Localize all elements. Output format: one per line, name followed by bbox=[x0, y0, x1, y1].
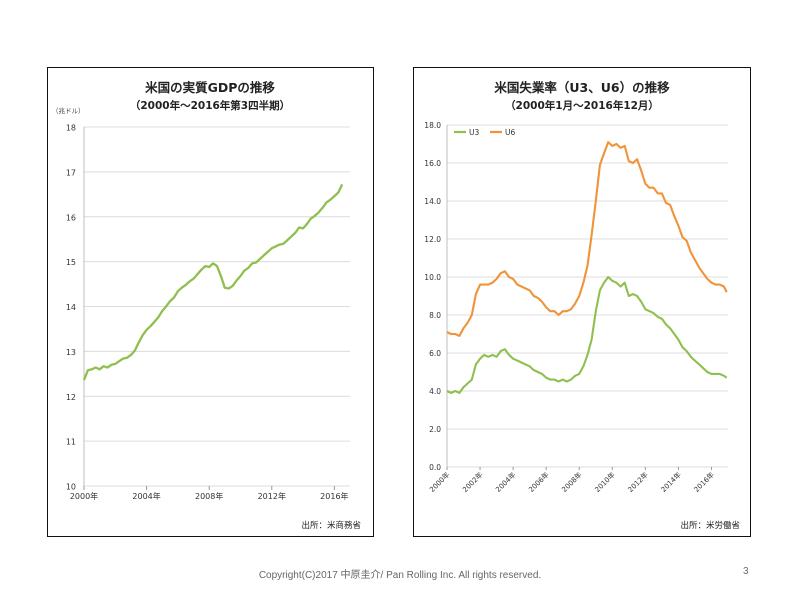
y-tick-label: 16.0 bbox=[424, 159, 441, 168]
x-tick-label: 2008年 bbox=[560, 470, 584, 494]
x-tick-label: 2004年 bbox=[494, 470, 518, 494]
x-tick-label: 2004年 bbox=[132, 491, 160, 501]
y-tick-label: 10.0 bbox=[424, 273, 441, 282]
x-tick-label: 2014年 bbox=[659, 470, 683, 494]
series-line-u3 bbox=[446, 275, 728, 394]
x-tick-label: 2000年 bbox=[70, 491, 98, 501]
gdp-series-line bbox=[82, 183, 344, 381]
unemployment-chart-panel: 米国失業率（U3、U6）の推移 （2000年1月～2016年12月） 0.0 2.0 4… bbox=[413, 67, 751, 537]
y-tick-label: 14 bbox=[66, 303, 76, 312]
chart-subtitle: （2000年～2016年第3四半期） bbox=[130, 99, 290, 112]
x-tick-label: 2006年 bbox=[527, 470, 551, 494]
x-tick-label: 2012年 bbox=[258, 491, 286, 501]
x-tick-label: 2012年 bbox=[626, 470, 650, 494]
legend-label-u3: U3 bbox=[469, 128, 479, 137]
chart-subtitle: （2000年1月～2016年12月） bbox=[505, 99, 659, 112]
y-tick-label: 0.0 bbox=[429, 463, 441, 472]
x-tick-label: 2010年 bbox=[593, 470, 617, 494]
y-tick-label: 16 bbox=[66, 213, 76, 222]
y-tick-label: 12 bbox=[66, 393, 76, 402]
unemployment-chart: 米国失業率（U3、U6）の推移 （2000年1月～2016年12月） 0.0 2.0 4… bbox=[424, 80, 740, 531]
unit-label: （兆ドル） bbox=[52, 106, 85, 115]
x-tick-label: 2008年 bbox=[195, 491, 223, 501]
gdp-chart-panel: 米国の実質GDPの推移 （2000年～2016年第3四半期） （兆ドル） 10 11 12… bbox=[47, 67, 374, 537]
y-tick-label: 15 bbox=[66, 258, 76, 267]
copyright-footer: Copyright(C)2017 中原圭介/ Pan Rolling Inc. … bbox=[258, 570, 542, 581]
gdp-chart: 米国の実質GDPの推移 （2000年～2016年第3四半期） （兆ドル） 10 11 12… bbox=[52, 80, 361, 531]
page-number: 3 bbox=[743, 566, 749, 577]
y-tick-label: 12.0 bbox=[424, 235, 441, 244]
x-tick-label: 2000年 bbox=[427, 470, 451, 494]
series-line-u6 bbox=[446, 141, 728, 337]
legend-label-u6: U6 bbox=[505, 128, 515, 137]
y-tick-label: 18 bbox=[66, 124, 76, 133]
y-tick-label: 13 bbox=[66, 348, 76, 357]
y-tick-label: 18.0 bbox=[424, 121, 441, 130]
chart-title: 米国失業率（U3、U6）の推移 bbox=[493, 80, 670, 95]
y-tick-label: 17 bbox=[66, 168, 76, 177]
source-note: 出所：米労働省 bbox=[680, 520, 740, 531]
y-tick-label: 8.0 bbox=[429, 311, 441, 320]
source-note: 出所：米商務省 bbox=[301, 520, 361, 531]
y-tick-label: 14.0 bbox=[424, 197, 441, 206]
y-tick-label: 10 bbox=[66, 483, 76, 492]
y-tick-label: 6.0 bbox=[429, 349, 441, 358]
y-tick-label: 11 bbox=[66, 438, 76, 447]
x-tick-label: 2016年 bbox=[692, 470, 716, 494]
x-tick-label: 2016年 bbox=[320, 491, 348, 501]
y-tick-label: 4.0 bbox=[429, 387, 441, 396]
chart-title: 米国の実質GDPの推移 bbox=[144, 80, 275, 95]
x-tick-label: 2002年 bbox=[461, 470, 485, 494]
y-tick-label: 2.0 bbox=[429, 425, 441, 434]
